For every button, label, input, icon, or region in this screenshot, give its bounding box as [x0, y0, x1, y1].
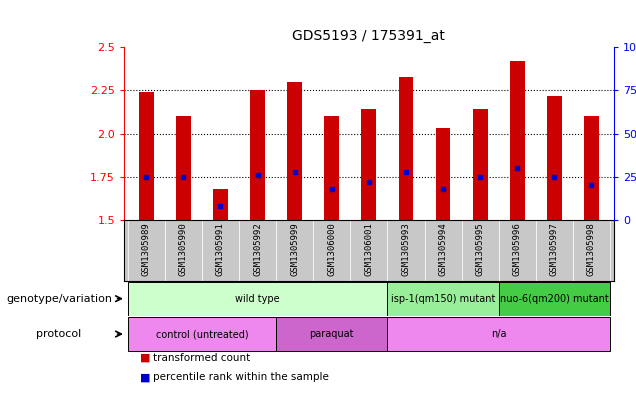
Text: GSM1305996: GSM1305996 [513, 222, 522, 275]
Bar [387, 317, 610, 351]
Bar [176, 116, 191, 220]
Bar [573, 220, 610, 281]
Text: GSM1306001: GSM1306001 [364, 222, 373, 275]
Text: GSM1305989: GSM1305989 [142, 222, 151, 275]
Bar [165, 220, 202, 281]
Text: GSM1305994: GSM1305994 [439, 222, 448, 275]
Bar [350, 220, 387, 281]
Text: transformed count: transformed count [153, 353, 250, 363]
Bar [399, 77, 413, 220]
Bar [499, 282, 610, 316]
Bar [499, 220, 536, 281]
Bar [213, 189, 228, 220]
Bar [425, 220, 462, 281]
Text: paraquat: paraquat [310, 329, 354, 339]
Bar [462, 220, 499, 281]
Bar [202, 220, 239, 281]
Text: GSM1305991: GSM1305991 [216, 222, 225, 275]
Bar [128, 282, 387, 316]
Bar [436, 129, 450, 220]
Bar [387, 220, 425, 281]
Text: GSM1305990: GSM1305990 [179, 222, 188, 275]
Bar [510, 61, 525, 220]
Text: ■: ■ [140, 372, 151, 382]
Text: GSM1305999: GSM1305999 [290, 222, 299, 275]
Bar [276, 317, 387, 351]
Bar [473, 109, 488, 220]
Text: isp-1(qm150) mutant: isp-1(qm150) mutant [391, 294, 495, 304]
Text: GSM1305997: GSM1305997 [550, 222, 559, 275]
Bar [547, 95, 562, 220]
Bar [314, 220, 350, 281]
Bar [361, 109, 377, 220]
Text: GSM1306000: GSM1306000 [328, 222, 336, 275]
Title: GDS5193 / 175391_at: GDS5193 / 175391_at [293, 29, 445, 43]
Text: genotype/variation: genotype/variation [6, 294, 113, 304]
Text: wild type: wild type [235, 294, 280, 304]
Text: GSM1305993: GSM1305993 [401, 222, 410, 275]
Bar [139, 92, 154, 220]
Text: control (untreated): control (untreated) [156, 329, 248, 339]
Text: n/a: n/a [491, 329, 506, 339]
Bar [584, 116, 599, 220]
Text: GSM1305998: GSM1305998 [587, 222, 596, 275]
Bar [276, 220, 314, 281]
Bar [128, 317, 276, 351]
Bar [239, 220, 276, 281]
Text: ■: ■ [140, 353, 151, 363]
Bar [250, 90, 265, 220]
Text: nuo-6(qm200) mutant: nuo-6(qm200) mutant [500, 294, 609, 304]
Bar [128, 220, 165, 281]
Bar [324, 116, 339, 220]
Text: GSM1305992: GSM1305992 [253, 222, 262, 275]
Text: GSM1305995: GSM1305995 [476, 222, 485, 275]
Text: protocol: protocol [36, 329, 81, 339]
Bar [287, 82, 302, 220]
Text: percentile rank within the sample: percentile rank within the sample [153, 372, 329, 382]
Bar [387, 282, 499, 316]
Bar [536, 220, 573, 281]
